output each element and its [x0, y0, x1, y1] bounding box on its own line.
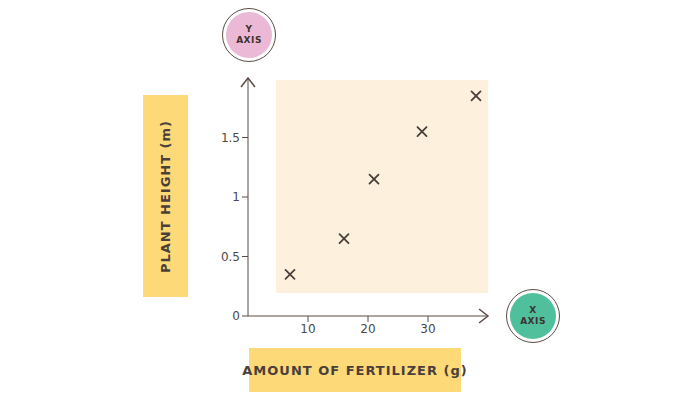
html-text:PLANT HEIGHT (m): PLANT HEIGHT (m) [158, 119, 173, 273]
svg-text:1: 1 [232, 190, 240, 204]
svg-text:0: 0 [232, 309, 240, 323]
svg-text:0.5: 0.5 [221, 250, 240, 264]
html-text:Y AXIS: Y AXIS [236, 24, 262, 45]
svg-text:30: 30 [420, 322, 435, 336]
svg-text:1.5: 1.5 [221, 131, 240, 145]
html-text:X AXIS: X AXIS [520, 305, 546, 326]
svg-text:20: 20 [360, 322, 375, 336]
html-text:AMOUNT OF FERTILIZER (g): AMOUNT OF FERTILIZER (g) [242, 362, 468, 378]
svg-text:10: 10 [300, 322, 315, 336]
